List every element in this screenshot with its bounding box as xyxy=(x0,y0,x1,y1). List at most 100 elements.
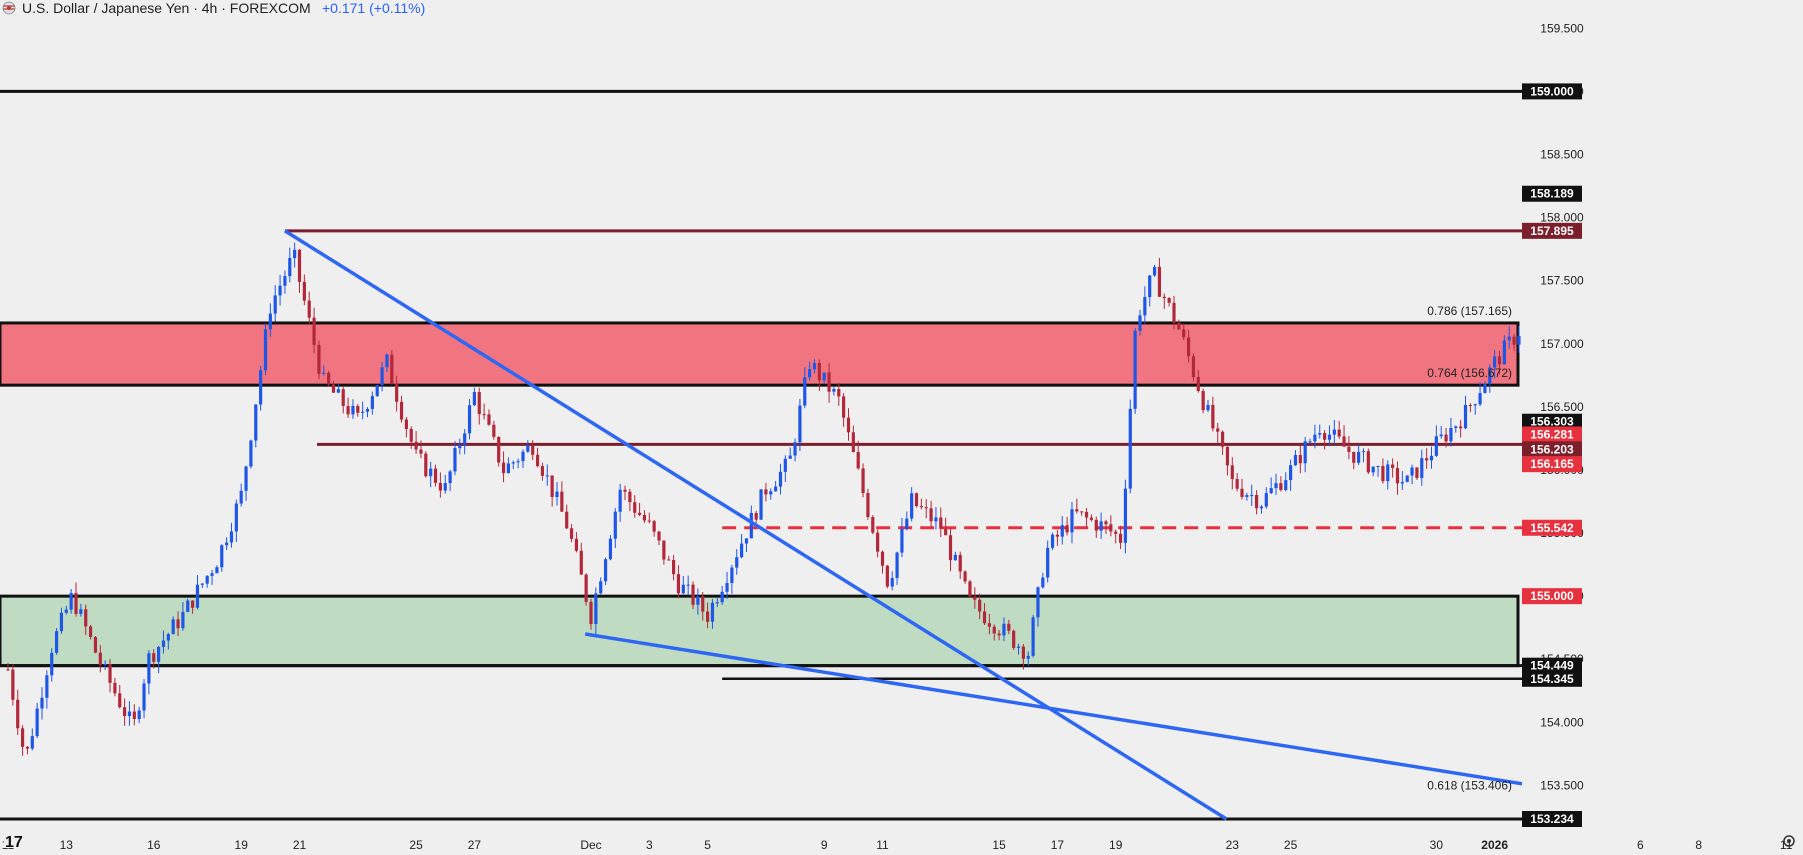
candle-body xyxy=(603,559,608,582)
price-tag-label: 155.542 xyxy=(1530,521,1574,535)
candle-body xyxy=(1478,393,1482,405)
candle-body xyxy=(152,653,156,662)
candle-body xyxy=(798,405,802,443)
candle-body xyxy=(380,367,384,386)
zones-layer xyxy=(0,321,1520,668)
candle-body xyxy=(1094,519,1098,531)
candle-body xyxy=(628,491,632,503)
candle-body xyxy=(186,600,190,612)
price-tag xyxy=(1522,657,1582,674)
candle-body xyxy=(706,611,710,622)
candle-body xyxy=(181,611,185,629)
candle-body xyxy=(963,571,967,582)
candle-body xyxy=(205,575,209,584)
candle-body xyxy=(1400,481,1404,484)
candle-body xyxy=(1220,431,1225,447)
candle-body xyxy=(851,432,855,453)
time-tick-label: 15 xyxy=(992,838,1006,852)
candle-body xyxy=(1284,480,1288,491)
candle-body xyxy=(74,593,78,614)
candle-body xyxy=(1216,428,1220,432)
time-tick-label: 16 xyxy=(147,838,161,852)
candle-body xyxy=(1016,646,1021,648)
candle-body xyxy=(302,281,306,301)
candle-body xyxy=(1235,478,1239,489)
candle-body xyxy=(749,512,753,539)
candle-body xyxy=(720,591,724,603)
candle-body xyxy=(1439,434,1443,437)
candle-body xyxy=(633,502,637,513)
candle-body xyxy=(1172,302,1176,323)
candle-body xyxy=(118,693,122,708)
candle-body xyxy=(472,392,476,406)
price-tag-label: 159.000 xyxy=(1530,84,1574,98)
time-tick-label: 8 xyxy=(1695,838,1702,852)
candle-body xyxy=(652,521,656,532)
candle-body xyxy=(11,669,15,700)
price-tag xyxy=(1522,441,1582,458)
candle-body xyxy=(1031,617,1035,656)
candle-body xyxy=(880,551,885,566)
price-tag xyxy=(1522,811,1582,827)
candle-body xyxy=(856,452,860,469)
candle-body xyxy=(1152,266,1157,276)
candle-body xyxy=(545,475,549,477)
candle-body xyxy=(1177,322,1181,330)
candle-body xyxy=(98,652,102,666)
candle-body xyxy=(1050,534,1055,548)
candle-body xyxy=(1036,587,1040,618)
time-tick-label: 2026 xyxy=(1481,838,1508,852)
candle-body xyxy=(1225,446,1230,466)
candle-body xyxy=(657,531,661,541)
candle-body xyxy=(166,634,170,641)
gear-icon[interactable] xyxy=(1783,835,1795,847)
candle-body xyxy=(637,512,642,515)
candle-body xyxy=(263,329,268,371)
candle-body xyxy=(453,448,457,472)
symbol-title[interactable]: U.S. Dollar / Japanese Yen · 4h · FOREXC… xyxy=(22,0,311,16)
candle-body xyxy=(827,372,831,392)
candle-body xyxy=(307,300,311,318)
price-tag-label: 156.303 xyxy=(1530,415,1574,429)
candle-body xyxy=(1391,464,1395,469)
fib-level-label: 0.618 (153.406) xyxy=(1427,778,1512,792)
time-axis[interactable]: 11131619212527Dec35911151719232530202668… xyxy=(0,830,1803,855)
candle-body xyxy=(1318,433,1322,435)
candle-body xyxy=(1240,488,1244,497)
candle-body xyxy=(1055,534,1059,537)
candle-body xyxy=(565,511,569,529)
candle-body xyxy=(531,445,535,455)
candle-body xyxy=(1293,454,1298,466)
candle-body xyxy=(419,449,423,454)
candle-body xyxy=(735,557,739,568)
candle-body xyxy=(1118,533,1123,543)
candle-body xyxy=(1381,466,1385,482)
candle-body xyxy=(317,344,321,374)
tradingview-logo[interactable]: 17 xyxy=(4,832,34,851)
candle-body xyxy=(939,517,943,529)
candle-body xyxy=(871,517,875,533)
candle-body xyxy=(691,584,695,605)
candle-body xyxy=(701,596,705,612)
candle-body xyxy=(958,554,962,572)
candle-body xyxy=(239,490,243,504)
candle-body xyxy=(516,461,520,463)
time-tick-label: 13 xyxy=(60,838,74,852)
candle-body xyxy=(1191,356,1196,378)
candle-body xyxy=(832,388,836,392)
candle-body xyxy=(482,414,486,416)
candle-body xyxy=(1429,455,1434,461)
candle-body xyxy=(1332,429,1336,435)
candle-body xyxy=(1211,404,1215,429)
candle-body xyxy=(526,445,530,452)
candle-body xyxy=(1327,434,1332,440)
price-axis[interactable]: 153.500154.000154.500155.000155.500156.0… xyxy=(1522,0,1803,830)
candle-body xyxy=(501,462,506,474)
candle-body xyxy=(769,491,773,495)
candle-body xyxy=(458,444,462,449)
candle-body xyxy=(618,489,622,512)
candle-body xyxy=(433,468,438,483)
candle-body xyxy=(1410,467,1414,476)
candle-body xyxy=(142,683,146,711)
